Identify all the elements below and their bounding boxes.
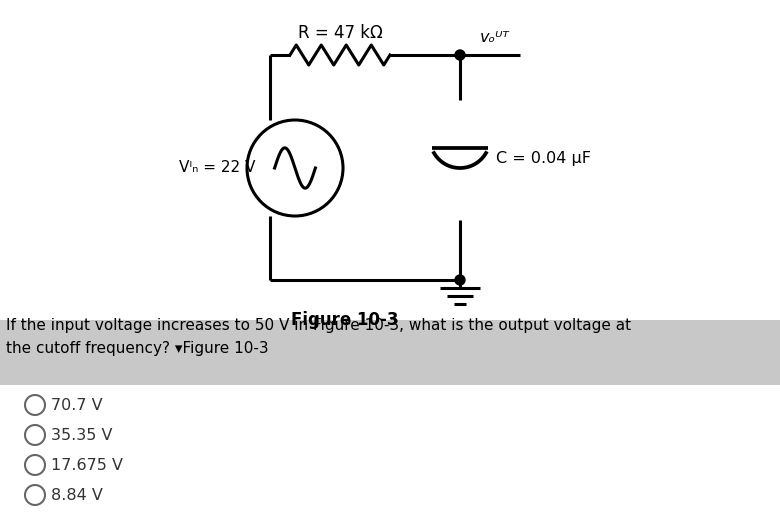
Text: If the input voltage increases to 50 V in Figure 10-3, what is the output voltag: If the input voltage increases to 50 V i… — [6, 319, 631, 356]
Text: Vᴵₙ = 22 V: Vᴵₙ = 22 V — [179, 160, 255, 176]
Text: R = 47 kΩ: R = 47 kΩ — [298, 24, 382, 42]
Bar — [0, 320, 780, 385]
Text: 70.7 V: 70.7 V — [51, 398, 103, 413]
Circle shape — [455, 275, 465, 285]
Text: C = 0.04 μF: C = 0.04 μF — [496, 150, 591, 166]
Text: 8.84 V: 8.84 V — [51, 487, 103, 502]
Text: 17.675 V: 17.675 V — [51, 458, 123, 473]
Text: Figure 10-3: Figure 10-3 — [291, 311, 399, 329]
Circle shape — [455, 50, 465, 60]
Text: vₒᵁᵀ: vₒᵁᵀ — [480, 30, 509, 45]
Text: 35.35 V: 35.35 V — [51, 427, 112, 442]
